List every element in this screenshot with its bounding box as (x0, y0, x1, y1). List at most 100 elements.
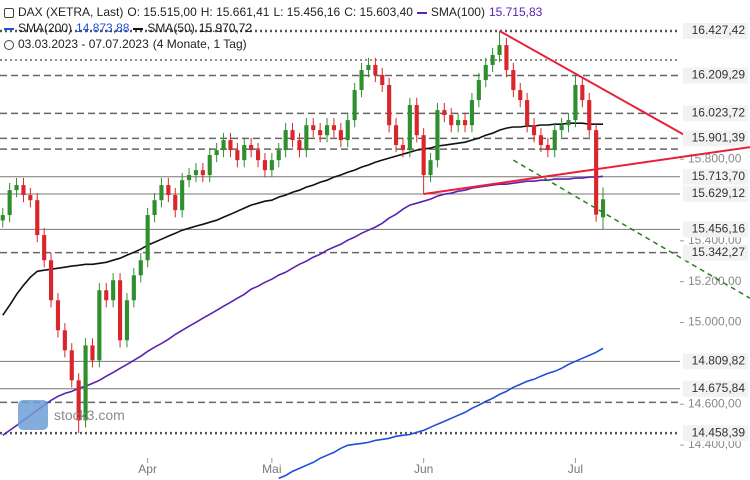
candle-body (552, 130, 557, 151)
legend-row: 03.03.2023 - 07.07.2023 (4 Monate, 1 Tag) (4, 36, 546, 52)
period: (4 Monate, 1 Tag) (152, 37, 247, 51)
ohlc: C: 15.603,40 (344, 5, 413, 19)
candle-body (166, 185, 171, 196)
candle-body (200, 170, 205, 176)
candle-body (76, 380, 81, 421)
candle-body (276, 150, 281, 161)
trendline (512, 159, 750, 299)
candle-body (145, 215, 150, 261)
candle-body (469, 100, 475, 126)
candle-body (483, 64, 488, 81)
candle-body (566, 120, 571, 126)
candle-body (42, 235, 47, 261)
instrument: DAX (XETRA, Last) (18, 5, 124, 19)
candle-body (111, 280, 116, 301)
legend-value: 15.970,72 (198, 21, 253, 35)
level-label: 15.901,39 (692, 131, 746, 145)
candle-body (600, 199, 606, 218)
candle-body (428, 160, 433, 176)
candle-body (311, 125, 316, 131)
candle-body (380, 74, 385, 85)
candle-body (207, 155, 212, 176)
candle-body (400, 145, 406, 151)
legend-row: DAX (XETRA, Last) O: 15.515,00 H: 15.661,4… (4, 4, 546, 20)
candle-body (269, 160, 274, 171)
level-label-box (683, 105, 748, 122)
ohlc: L: 15.456,16 (273, 5, 341, 19)
legend-marker (133, 27, 144, 30)
level-label: 16.023,72 (692, 106, 746, 120)
candle-body (14, 185, 19, 191)
watermark-text: stock3.com (54, 407, 125, 423)
candle-body (228, 140, 233, 151)
candle-body (62, 330, 67, 351)
candle-body (414, 104, 419, 136)
candle-body (490, 54, 495, 65)
candle-body (297, 140, 302, 151)
candle-body (193, 170, 199, 176)
candle-body (497, 45, 502, 55)
candle-body (117, 280, 123, 341)
legend-marker (416, 11, 427, 14)
candle-body (573, 84, 578, 121)
candle-body (0, 215, 5, 221)
legend-marker (4, 27, 14, 30)
candle-body (242, 145, 247, 161)
legend-row: SMA(200) 14.873,88 SMA(50) 15.970,72 (4, 20, 546, 36)
y-tick-label: 15.000,00 (688, 315, 742, 329)
level-label-box (683, 22, 748, 39)
watermark: stock3.com (18, 400, 125, 430)
candle-body (21, 185, 26, 196)
candle-body (138, 260, 143, 276)
candle-body (104, 290, 109, 301)
ohlc: O: 15.515,00 (127, 5, 197, 19)
candle-body (345, 120, 350, 141)
candle-body (159, 185, 164, 201)
y-tick-label: 15.200,00 (688, 274, 742, 288)
candle-body (249, 145, 254, 151)
candle-body (538, 135, 544, 146)
trendline (499, 30, 685, 136)
candle-body (255, 150, 261, 161)
candle-body (283, 130, 288, 151)
sma-line (278, 347, 604, 480)
level-label: 15.456,16 (692, 222, 746, 236)
level-label-box (683, 380, 748, 397)
level-label-box (683, 221, 748, 238)
candle-body (262, 160, 268, 171)
candle-body (324, 125, 330, 136)
candle-body (352, 90, 357, 121)
candle-body (476, 80, 481, 101)
x-tick-label: Jul (568, 462, 583, 476)
candle-body (214, 150, 219, 156)
candle-body (594, 130, 599, 215)
candle-body (180, 180, 185, 211)
x-tick-label: Apr (138, 462, 157, 476)
x-tick-label: Mai (262, 462, 281, 476)
candle-body (518, 90, 523, 101)
candle-body (449, 114, 454, 126)
x-tick-label: Jun (414, 462, 433, 476)
candle-body (338, 130, 343, 141)
level-label: 14.458,39 (692, 425, 746, 439)
candle-body (69, 350, 74, 381)
candle-body (235, 150, 240, 161)
candle-body (393, 125, 399, 146)
candle-body (531, 125, 537, 136)
candle-body (131, 275, 136, 301)
sma-line (2, 175, 604, 436)
y-tick-label: 15.800,00 (688, 151, 742, 165)
y-tick-label: 14.600,00 (688, 396, 742, 410)
candle-body (442, 110, 447, 115)
clock-icon (4, 39, 14, 50)
level-label: 16.209,29 (692, 68, 746, 82)
level-label-box (683, 244, 748, 261)
candle-body (359, 70, 364, 91)
level-label: 15.713,70 (692, 169, 746, 183)
candle-body (435, 110, 440, 161)
candle-body (387, 84, 392, 126)
ohlc: H: 15.661,41 (200, 5, 270, 19)
candle-body (331, 125, 337, 131)
